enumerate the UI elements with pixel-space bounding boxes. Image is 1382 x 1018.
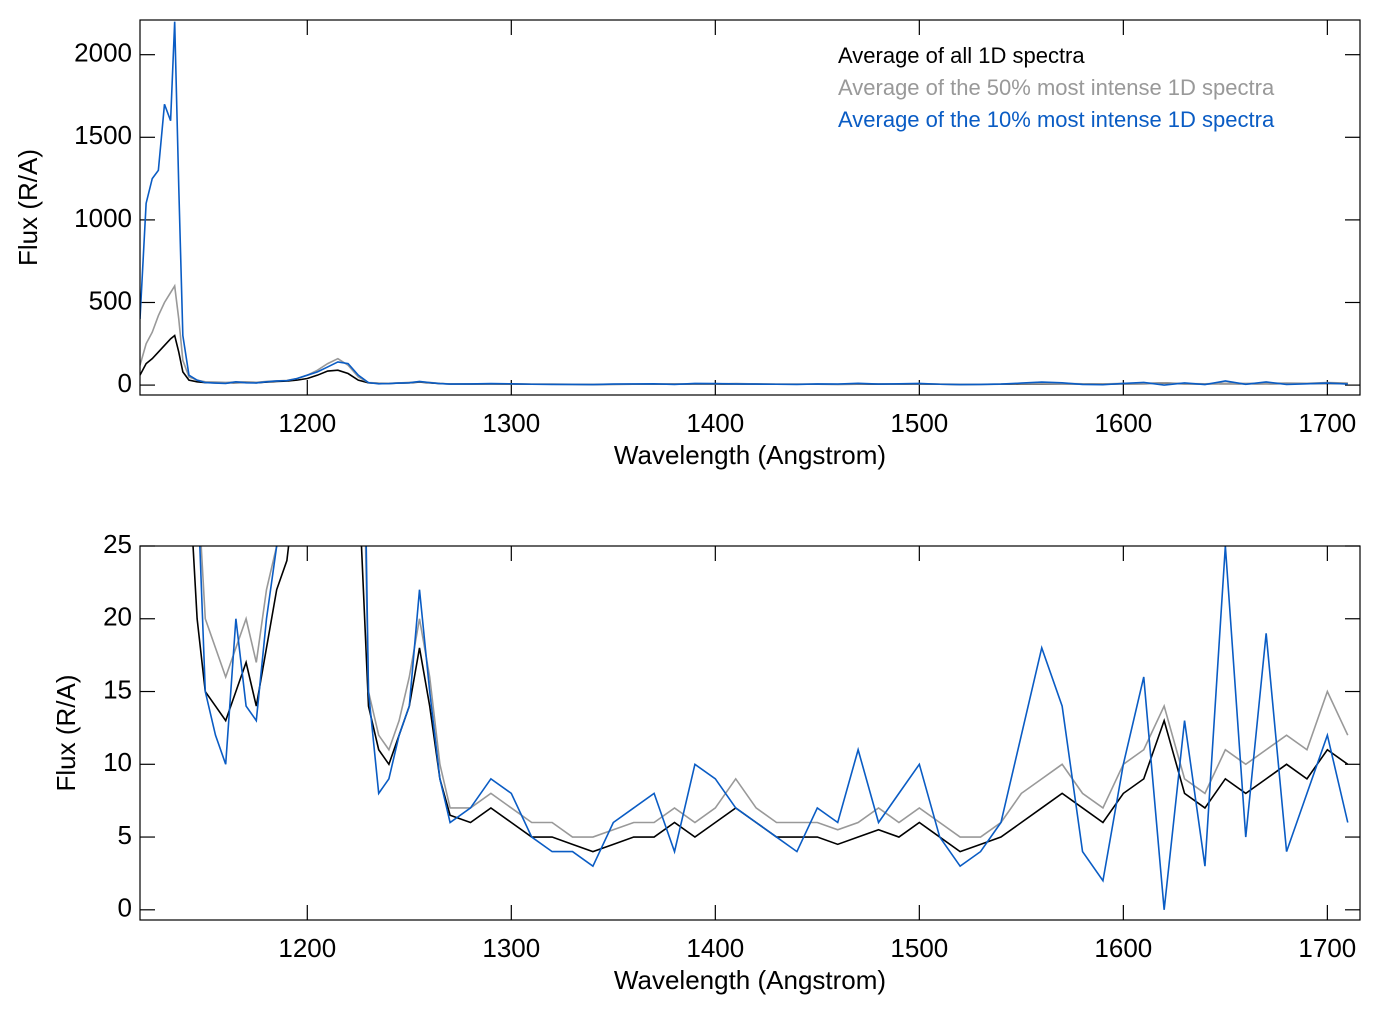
x-tick-label: 1200 xyxy=(278,408,336,438)
series-line xyxy=(199,546,1349,910)
x-tick-label: 1500 xyxy=(890,933,948,963)
y-tick-label: 1000 xyxy=(74,203,132,233)
legend-entry: Average of the 50% most intense 1D spect… xyxy=(838,75,1275,100)
x-tick-label: 1700 xyxy=(1298,408,1356,438)
y-tick-label: 0 xyxy=(118,893,132,923)
x-tick-label: 1700 xyxy=(1298,933,1356,963)
legend-entry: Average of the 10% most intense 1D spect… xyxy=(838,107,1275,132)
x-axis-label: Wavelength (Angstrom) xyxy=(614,440,886,470)
x-tick-label: 1400 xyxy=(686,933,744,963)
y-tick-label: 500 xyxy=(89,285,132,315)
x-axis-label: Wavelength (Angstrom) xyxy=(614,965,886,995)
plot-area xyxy=(140,21,1348,386)
y-tick-label: 5 xyxy=(118,820,132,850)
x-tick-label: 1600 xyxy=(1094,408,1152,438)
y-tick-label: 1500 xyxy=(74,120,132,150)
series-line xyxy=(200,546,1349,838)
y-axis-label: Flux (R/A) xyxy=(13,149,43,266)
x-tick-label: 1600 xyxy=(1094,933,1152,963)
y-tick-label: 2000 xyxy=(74,38,132,68)
panel: 1200 1300 1400 1500 1600 1700 Wavelength (Angs… xyxy=(13,19,1361,470)
x-tick-label: 1300 xyxy=(482,933,540,963)
x-tick-label: 1200 xyxy=(278,933,336,963)
series-line xyxy=(140,21,1348,386)
series-line xyxy=(140,334,1348,386)
plot-frame xyxy=(139,19,1361,396)
legend-entry: Average of all 1D spectra xyxy=(838,43,1085,68)
plot-frame xyxy=(139,545,1361,921)
x-tick-label: 1400 xyxy=(686,408,744,438)
series-line xyxy=(192,546,1349,853)
x-tick-label: 1300 xyxy=(482,408,540,438)
panel: 1200 1300 1400 1500 1600 1700 Wavelength (Angs… xyxy=(51,529,1361,995)
y-tick-label: 15 xyxy=(103,674,132,704)
y-tick-label: 10 xyxy=(103,747,132,777)
y-tick-label: 20 xyxy=(103,602,132,632)
x-tick-label: 1500 xyxy=(890,408,948,438)
y-tick-label: 0 xyxy=(118,368,132,398)
y-tick-label: 25 xyxy=(103,529,132,559)
y-axis-label: Flux (R/A) xyxy=(51,675,81,792)
plot-area xyxy=(192,546,1349,910)
